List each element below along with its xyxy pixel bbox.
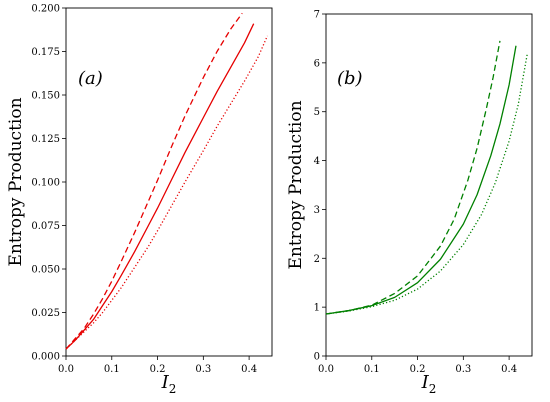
panel-b-xlabel-main: I (421, 372, 430, 393)
panel-a-series-dashed (65, 12, 243, 350)
panel-b-xtick-label: 0.0 (318, 364, 334, 375)
panel-a-ytick-label: 0.000 (31, 352, 60, 363)
panel-a-frame (65, 7, 273, 357)
panel-a-ytick-label: 0.050 (31, 265, 60, 276)
panel-b-ytick-label: 6 (314, 58, 320, 69)
panel-a-chart: 0.0 0.1 0.2 0.3 0.4 0.000 0.025 0.050 0.075 0.100… (6, 4, 273, 396)
panel-b-xtick-label: 0.3 (455, 364, 471, 375)
panel-b-ytick-label: 7 (314, 10, 320, 21)
panel-b-xtick-label: 0.2 (410, 364, 426, 375)
panel-b-frame (325, 13, 533, 357)
panel-a-ytick-label: 0.150 (31, 91, 60, 102)
panel-b-label: (b) (337, 68, 363, 89)
panel-a-ytick-label: 0.100 (31, 178, 60, 189)
panel-a-series-solid (65, 23, 255, 350)
panel-a-xlabel-main: I (161, 372, 170, 393)
panel-b-ytick-label: 4 (314, 156, 320, 167)
panel-b-series-dotted (325, 52, 529, 315)
panel-b-series-solid (325, 45, 517, 315)
panel-a-ytick-label: 0.025 (31, 308, 60, 319)
panel-b-xtick-label: 0.1 (364, 364, 380, 375)
panel-a-xlabel-sub: 2 (169, 382, 177, 396)
panel-a-xtick-label: 0.4 (241, 364, 257, 375)
panel-a-ytick-label: 0.075 (31, 221, 60, 232)
panel-b-lines (325, 40, 529, 315)
panel-b-ytick-label: 5 (314, 107, 320, 118)
panel-b-xlabel-sub: 2 (429, 382, 437, 396)
panel-a-xtick-label: 0.1 (104, 364, 120, 375)
panel-a-ylabel: Entropy Production (6, 97, 26, 266)
panel-b-ytick-label: 0 (314, 352, 320, 363)
panel-a-lines (65, 12, 269, 350)
panel-b-ytick-label: 1 (314, 303, 320, 314)
panel-a-ytick-label: 0.125 (31, 134, 60, 145)
panel-a-xlabel: I2 (161, 372, 177, 396)
panel-a-ytick-label: 0.175 (31, 47, 60, 58)
panel-a-xtick-label: 0.3 (195, 364, 211, 375)
panel-a-label: (a) (78, 68, 103, 89)
panel-b-ytick-label: 2 (314, 254, 320, 265)
panel-b-ticks: 0.0 0.1 0.2 0.3 0.4 0 1 2 3 4 5 6 7 (314, 10, 517, 376)
panel-b-chart: 0.0 0.1 0.2 0.3 0.4 0 1 2 3 4 5 6 7 (b) Entropy Prod… (286, 10, 533, 396)
panel-a-ticks: 0.0 0.1 0.2 0.3 0.4 0.000 0.025 0.050 0.075 0.100… (31, 4, 257, 376)
panel-a-xtick-label: 0.2 (150, 364, 166, 375)
panel-b-ytick-label: 3 (314, 205, 320, 216)
panel-b-xlabel: I2 (421, 372, 437, 396)
panel-a-xtick-label: 0.0 (58, 364, 74, 375)
panel-b-xtick-label: 0.4 (501, 364, 517, 375)
panel-a-ytick-label: 0.200 (31, 4, 60, 15)
panel-b-ylabel: Entropy Production (286, 100, 306, 269)
